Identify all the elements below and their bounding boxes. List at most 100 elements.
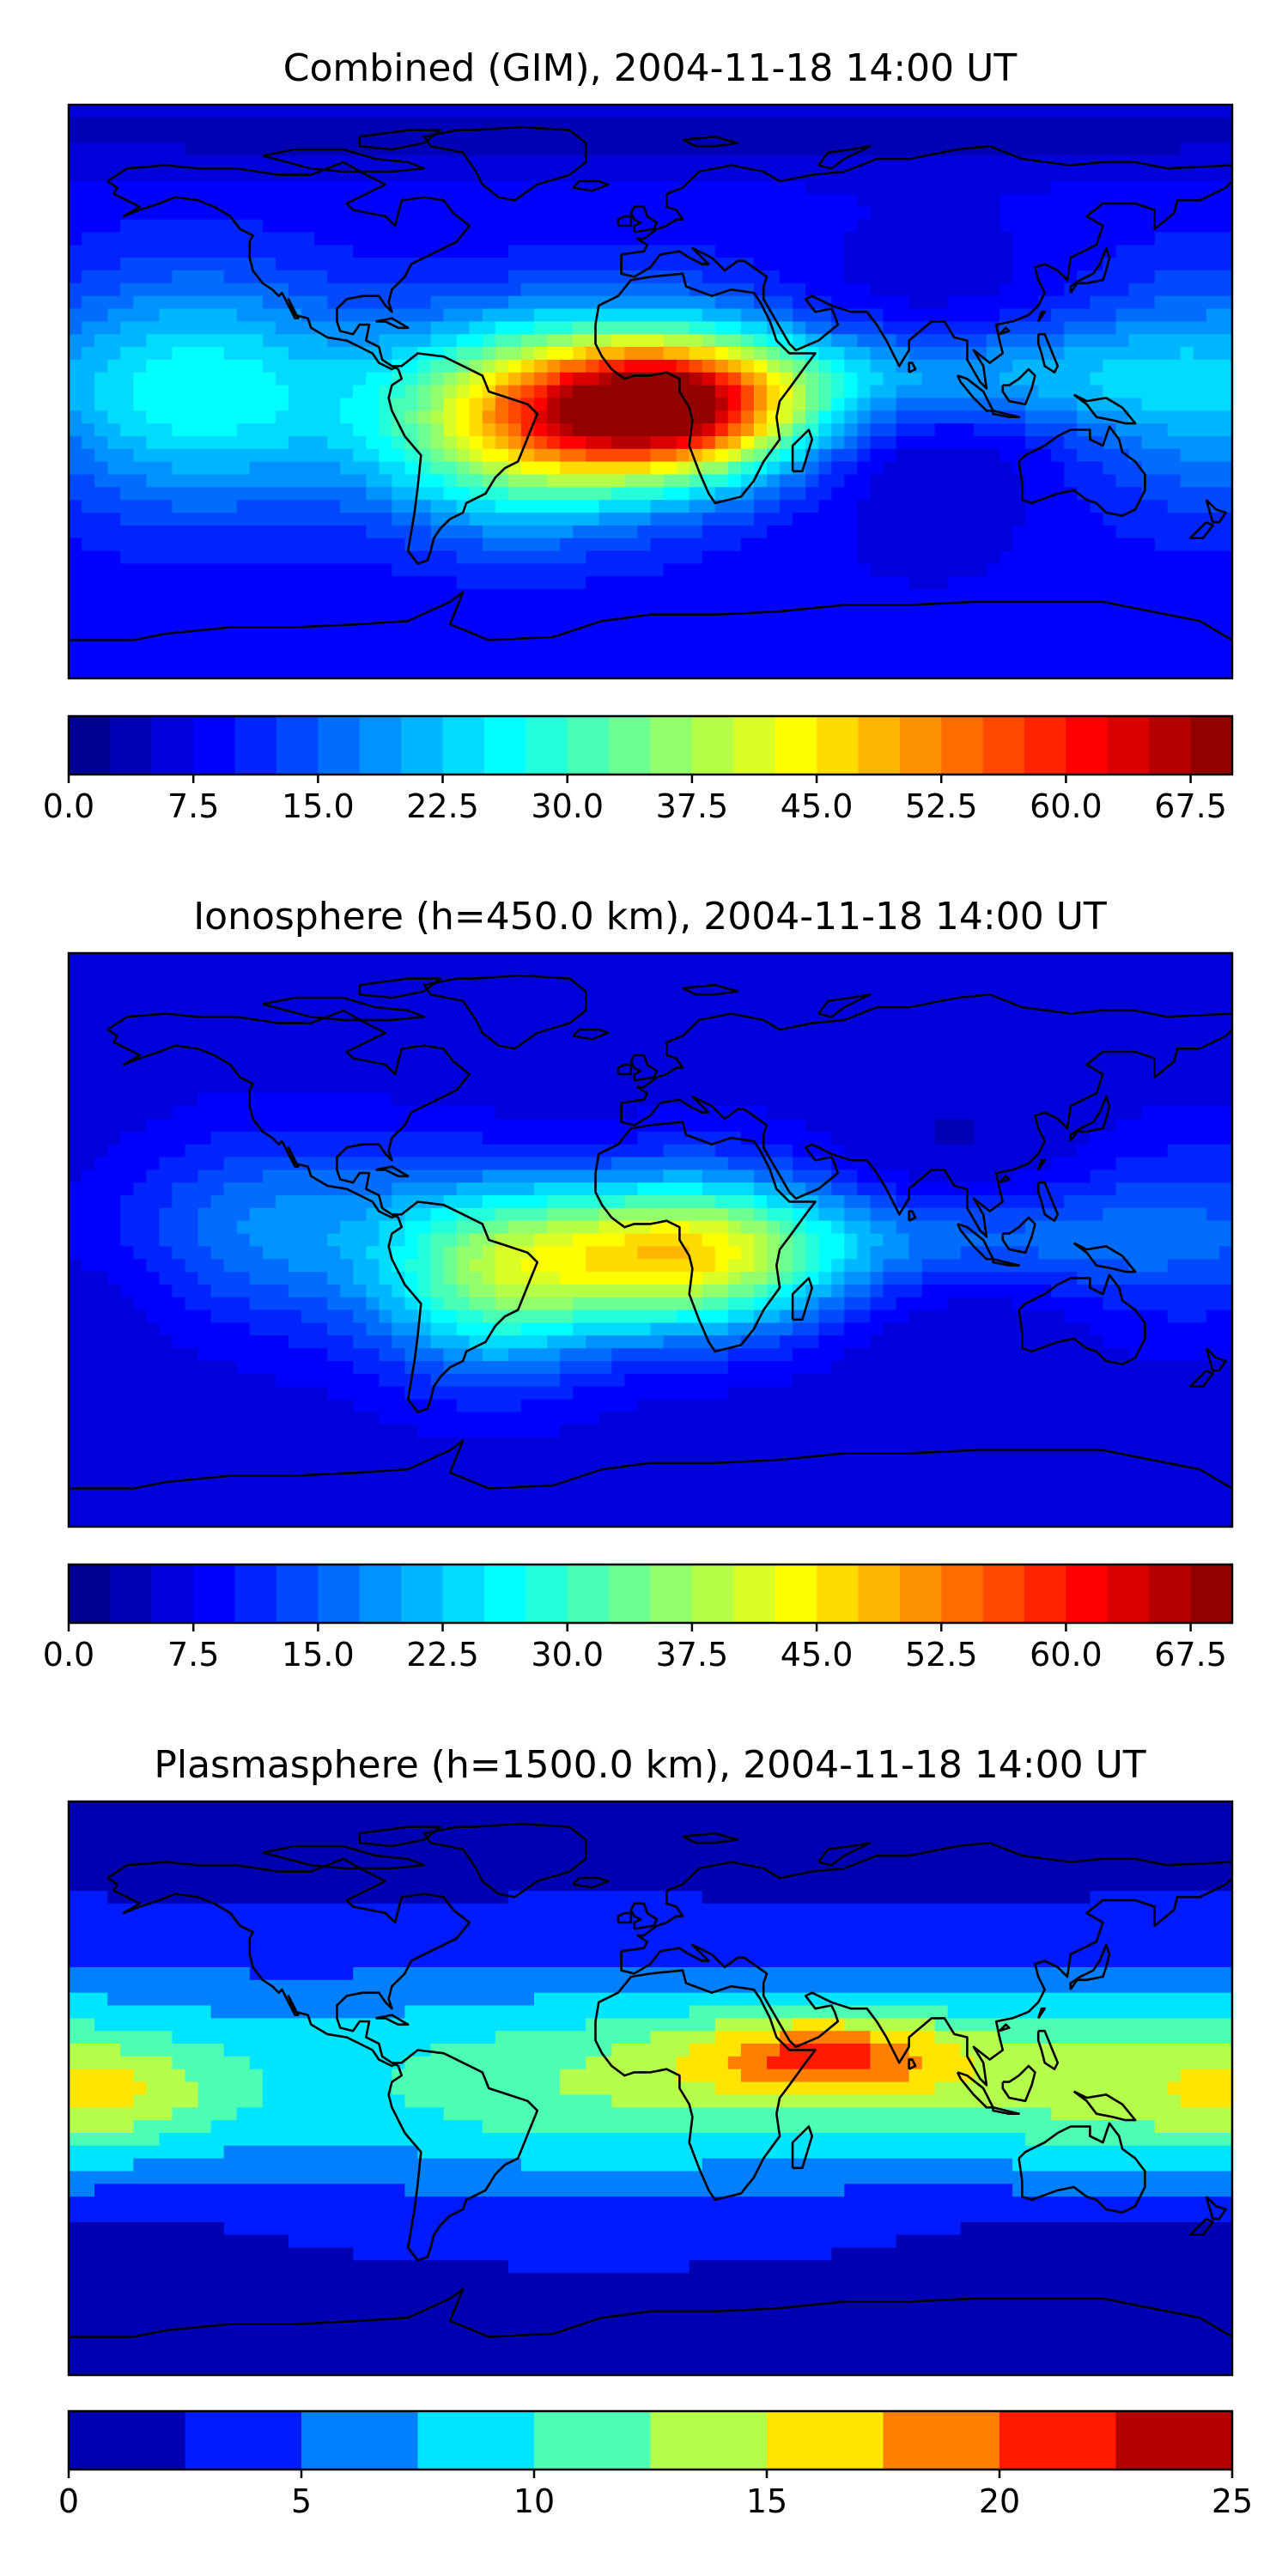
contour-cell	[1141, 461, 1232, 476]
coastline	[620, 993, 1232, 1238]
contour-cell	[275, 372, 368, 386]
contour-cell	[69, 1335, 173, 1349]
contour-cell	[740, 461, 755, 476]
contour-cell	[844, 1144, 1078, 1158]
contour-cell	[197, 1348, 328, 1362]
contour-cell	[870, 423, 897, 437]
contour-cell	[172, 2056, 251, 2070]
contour-cell	[379, 1348, 406, 1362]
contour-cell	[727, 1309, 755, 1324]
contour-cell	[560, 423, 574, 437]
colorbar-swatch	[650, 1564, 693, 1623]
contour-cell	[430, 1220, 458, 1235]
coastline	[1036, 310, 1046, 323]
colorbar-tick-label: 25	[1212, 2482, 1253, 2520]
colorbar-swatch	[442, 716, 485, 775]
contour-cell	[624, 359, 677, 374]
contour-cell	[172, 2107, 238, 2121]
contour-cell	[547, 347, 574, 361]
coastlines	[69, 974, 1232, 1490]
coastline	[908, 361, 917, 374]
contour-cell	[560, 461, 652, 476]
contour-cell	[495, 1207, 548, 1222]
contour-cell	[69, 2056, 173, 2070]
contour-cell	[870, 1207, 910, 1222]
contour-cell	[1090, 1322, 1232, 1337]
contour-cell	[1154, 232, 1232, 246]
contour-cell	[379, 423, 393, 437]
contour-cell	[1025, 436, 1066, 450]
contour-cell	[780, 474, 806, 489]
contour-cell	[392, 513, 432, 526]
contour-cell	[857, 219, 1000, 234]
contour-cell	[793, 1285, 806, 1298]
contour-cell	[159, 1220, 199, 1235]
contour-cell	[870, 436, 897, 450]
contour-cell	[301, 1309, 354, 1324]
contour-cell	[921, 1272, 1078, 1285]
contour-cell	[146, 359, 264, 374]
contour-cell	[780, 1246, 793, 1260]
contour-cell	[69, 436, 82, 450]
contour-cell	[417, 1322, 432, 1337]
contour-cell	[727, 359, 742, 374]
contour-cell	[379, 1297, 406, 1311]
contour-cell	[714, 334, 742, 348]
contour-cell	[133, 1182, 173, 1196]
contour-cell	[172, 461, 251, 476]
colorbar-tick-label: 22.5	[406, 1636, 479, 1674]
colorbar-swatch	[883, 2411, 1000, 2470]
contour-cell	[262, 334, 328, 348]
contour-cell	[82, 232, 315, 246]
contour-cell	[340, 500, 393, 513]
contour-cell	[404, 1259, 432, 1273]
colorbar-swatch	[151, 716, 194, 775]
contour-cell	[482, 398, 496, 411]
contour-cell	[586, 1246, 639, 1260]
coastline	[1036, 332, 1060, 374]
contour-cell	[327, 1272, 354, 1285]
contour-cell	[818, 1272, 833, 1285]
contour-cell	[870, 474, 1026, 489]
contour-cell	[340, 1220, 380, 1235]
contour-cell	[818, 423, 833, 437]
contour-cell	[793, 1348, 846, 1362]
contour-cell	[69, 1220, 121, 1235]
contour-cell	[857, 1182, 897, 1196]
contour-cell	[805, 487, 833, 501]
contour-cell	[702, 2158, 1013, 2172]
contour-cell	[249, 1233, 328, 1248]
contour-cell	[611, 436, 652, 450]
contour-cell	[288, 2234, 897, 2249]
contour-cell	[870, 1335, 1104, 1349]
contour-cell	[392, 423, 419, 437]
colorbar-swatch	[1024, 1564, 1067, 1623]
contour-cell	[404, 2005, 690, 2020]
contour-cell	[69, 206, 872, 221]
contour-cell	[818, 385, 833, 399]
contour-cell	[1128, 410, 1232, 424]
contour-cell	[69, 614, 1232, 629]
contour-cell	[210, 1309, 302, 1324]
contour-cell	[767, 2056, 872, 2070]
contour-cell	[146, 436, 289, 450]
contour-cell	[793, 1373, 1232, 1388]
contour-cell	[69, 2081, 148, 2096]
contour-cell	[1115, 474, 1182, 489]
contour-cell	[598, 359, 626, 374]
contour-cell	[714, 1195, 755, 1209]
contour-cell	[69, 513, 121, 526]
contour-cell	[857, 436, 872, 450]
contour-cell	[417, 372, 432, 386]
contour-cell	[456, 1285, 471, 1298]
coastline	[791, 1277, 813, 1321]
contour-cell	[999, 193, 1232, 208]
contour-cell	[780, 487, 806, 501]
contour-cell	[767, 1285, 781, 1298]
contour-cell	[69, 1954, 1232, 1968]
panel-combined: Combined (GIM), 2004-11-18 14:00 UT 0.0 7…	[43, 46, 1234, 825]
contour-cell	[1115, 525, 1232, 539]
contour-cell	[727, 1272, 742, 1285]
contour-cell	[560, 538, 652, 552]
contour-cell	[507, 423, 522, 437]
